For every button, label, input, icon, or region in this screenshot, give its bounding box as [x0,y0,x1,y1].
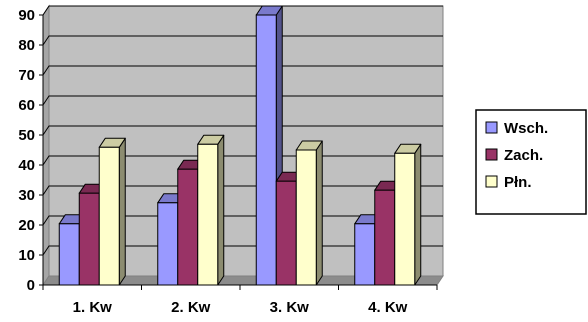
y-tick-label: 50 [18,127,35,144]
grid-line [42,125,443,136]
bar [394,143,422,286]
bars [58,5,422,286]
grid-line [42,95,443,106]
legend-swatch [485,121,498,134]
bar [295,140,323,286]
y-tick-label: 40 [18,157,35,174]
x-tick-label: 3. Kw [270,299,310,316]
y-tick-label: 0 [27,277,35,294]
grid-line [42,5,443,16]
grid-line [42,35,443,46]
legend-label: Płn. [504,174,532,191]
grid-line [42,65,443,76]
y-tick-label: 20 [18,217,35,234]
y-tick-label: 80 [18,37,35,54]
y-tick-label: 30 [18,187,35,204]
side-wall [42,4,50,287]
y-tick-label: 90 [18,7,35,24]
x-axis: 1. Kw 2. Kw 3. Kw 4. Kw [42,284,438,316]
x-tick-label: 1. Kw [73,299,113,316]
legend: Wsch. Zach. Płn. [475,109,587,215]
legend-swatch [485,175,498,188]
bar [98,137,126,286]
bar [197,134,225,286]
x-tick-label: 4. Kw [368,299,408,316]
legend-label: Zach. [504,147,543,164]
y-tick-label: 10 [18,247,35,264]
legend-label: Wsch. [504,120,548,137]
y-tick-label: 60 [18,97,35,114]
legend-swatch [485,148,498,161]
y-tick-label: 70 [18,67,35,84]
x-tick-label: 2. Kw [171,299,211,316]
y-axis: 0 10 20 30 40 50 60 70 80 90 [18,7,44,294]
